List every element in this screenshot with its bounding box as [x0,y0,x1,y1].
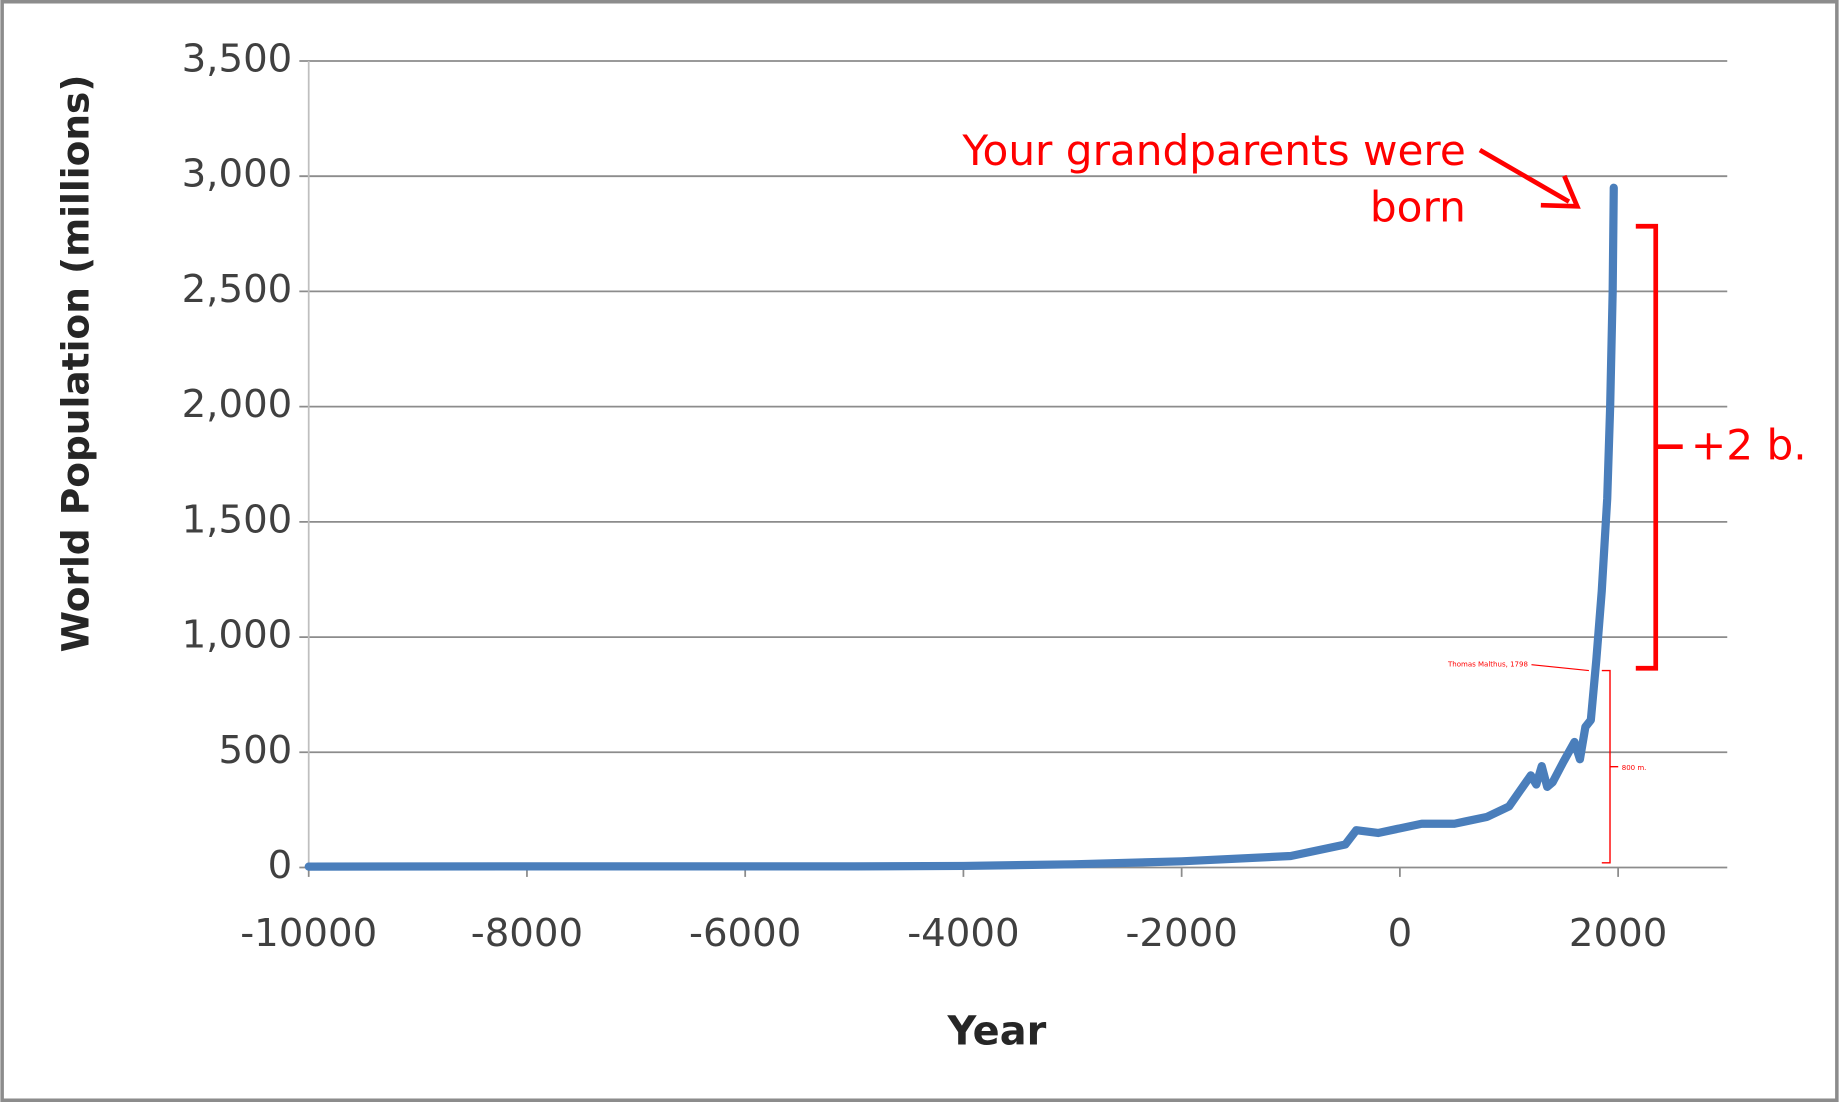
y-tick-label: 0 [268,843,293,888]
plot-area: 0 500 1,000 1,500 2,000 2,500 3,000 3,500 -10000… [182,36,1728,956]
x-tick-label: -4000 [907,911,1019,956]
annotation: 800 m. [1622,763,1647,772]
y-tick-label: 2,000 [182,382,293,427]
x-tick-label: 2000 [1569,911,1667,956]
arrow [1531,664,1589,672]
x-tick-label: -2000 [1125,911,1237,956]
annotation: +2 b. [1691,420,1807,469]
y-tick-label: 1,000 [182,613,293,658]
x-tick-label: 0 [1388,911,1413,956]
y-tick-label: 3,000 [182,152,293,197]
x-tick-label: -10000 [240,911,377,956]
y-tick-label: 500 [218,728,292,773]
annotation: Thomas Malthus, 1798 [1447,660,1528,669]
x-axis-label: Year [946,1009,1046,1055]
arrow-head [1540,174,1581,209]
bracket [1635,223,1683,671]
x-tick-label: -8000 [471,911,583,956]
arrow [1478,148,1571,204]
bracket [1601,669,1619,864]
y-tick-label: 1,500 [182,497,293,542]
line [304,183,1618,871]
y-tick-label: 2,500 [182,267,293,312]
annotation: Your grandparents were [961,126,1465,175]
x-tick-label: -6000 [689,911,801,956]
y-axis-label: World Population (millions) [53,75,97,653]
y-tick-label: 3,500 [182,36,293,81]
annotation: born [1370,182,1466,231]
